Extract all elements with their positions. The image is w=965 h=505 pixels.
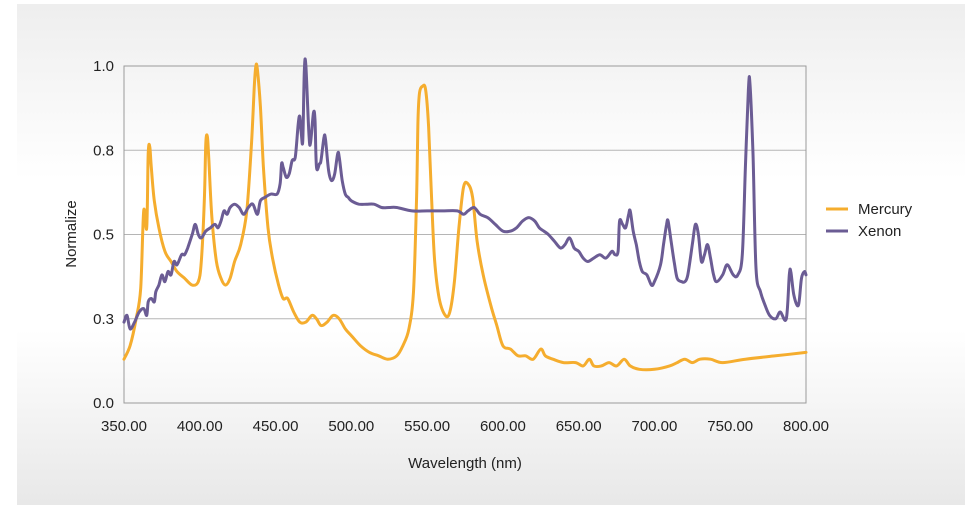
y-tick-label: 0.3 <box>93 311 114 328</box>
x-tick-label: 550.00 <box>404 418 450 435</box>
y-tick-label: 0.8 <box>93 142 114 159</box>
legend-label-mercury: Mercury <box>858 201 913 218</box>
x-tick-label: 650.00 <box>556 418 602 435</box>
x-tick-label: 450.00 <box>253 418 299 435</box>
x-tick-label: 500.00 <box>328 418 374 435</box>
series-line-mercury <box>122 62 808 372</box>
y-tick-label: 0.0 <box>93 395 114 412</box>
x-tick-label: 600.00 <box>480 418 526 435</box>
y-tick-label: 0.5 <box>93 227 114 244</box>
legend-label-xenon: Xenon <box>858 223 901 240</box>
plot-area <box>123 65 807 404</box>
y-axis-label: Normalize <box>63 200 80 268</box>
series-line-xenon <box>122 57 808 331</box>
x-tick-label: 800.00 <box>783 418 829 435</box>
y-tick-label: 1.0 <box>93 58 114 75</box>
x-tick-label: 750.00 <box>707 418 753 435</box>
legend: Mercury Xenon <box>826 201 913 240</box>
y-axis-ticks: 0.0 0.3 0.5 0.8 1.0 <box>93 58 114 412</box>
series-lines <box>122 57 808 372</box>
x-tick-label: 700.00 <box>631 418 677 435</box>
x-axis-label: Wavelength (nm) <box>408 455 522 472</box>
x-tick-label: 400.00 <box>177 418 223 435</box>
x-tick-label: 350.00 <box>101 418 147 435</box>
chart-background-panel <box>17 4 965 505</box>
x-axis-ticks: 350.00 400.00 450.00 500.00 550.00 600.00 650.… <box>101 418 829 435</box>
